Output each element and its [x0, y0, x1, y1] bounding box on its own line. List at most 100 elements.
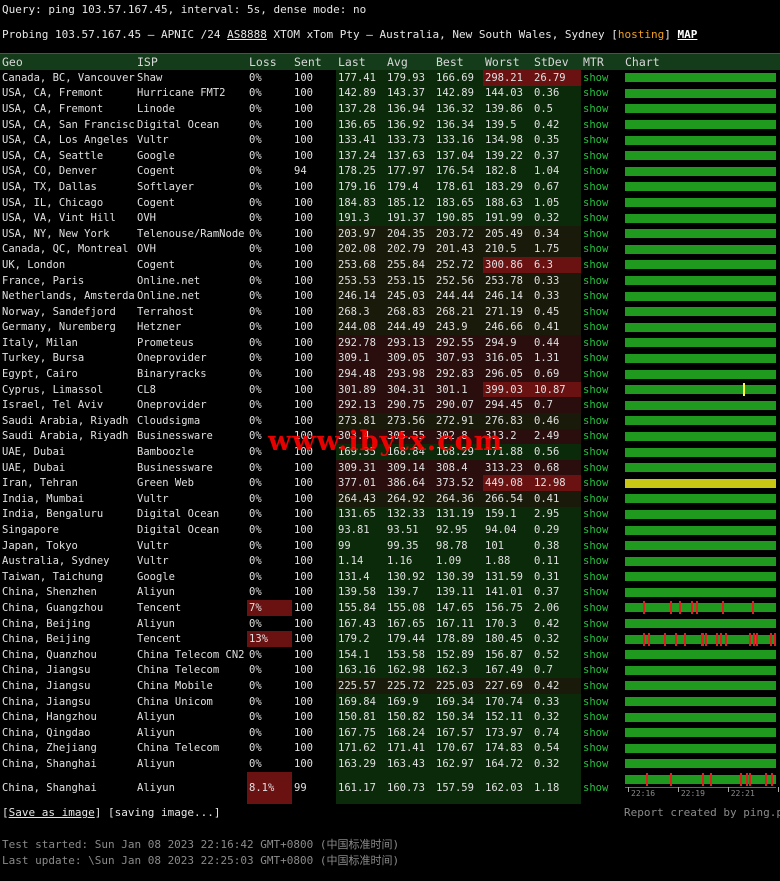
cell-avg: 171.41 — [385, 740, 434, 757]
cell-geo: France, Paris — [2, 274, 85, 287]
mtr-show-link[interactable]: show — [583, 461, 609, 474]
cell-worst: 156.75 — [483, 600, 532, 616]
mtr-show-link[interactable]: show — [583, 290, 609, 303]
table-row: China, Shanghai Aliyun 0% 100 163.29 163.43 16… — [0, 756, 780, 772]
mtr-show-link[interactable]: show — [583, 539, 609, 552]
map-link[interactable]: MAP — [677, 28, 698, 41]
loss-tick — [739, 772, 742, 786]
mtr-show-link[interactable]: show — [583, 118, 609, 131]
mtr-show-link[interactable]: show — [583, 664, 609, 677]
mtr-show-link[interactable]: show — [583, 134, 609, 147]
cell-worst: 227.69 — [483, 678, 532, 694]
mtr-show-link[interactable]: show — [583, 321, 609, 334]
cell-last: 99 — [336, 537, 385, 554]
mtr-show-link[interactable]: show — [583, 383, 609, 396]
cell-worst: 141.01 — [483, 584, 532, 601]
mtr-show-link[interactable]: show — [583, 71, 609, 84]
mtr-show-link[interactable]: show — [583, 679, 609, 692]
mtr-show-link[interactable]: show — [583, 446, 609, 459]
mtr-show-link[interactable]: show — [583, 336, 609, 349]
mtr-show-link[interactable]: show — [583, 524, 609, 537]
mtr-show-link[interactable]: show — [583, 149, 609, 162]
mtr-show-link[interactable]: show — [583, 196, 609, 209]
mtr-show-link[interactable]: show — [583, 165, 609, 178]
cell-worst: 101 — [483, 537, 532, 554]
mtr-show-link[interactable]: show — [583, 102, 609, 115]
latency-bar — [625, 632, 777, 646]
mtr-show-link[interactable]: show — [583, 617, 609, 630]
cell-last: 169.35 — [336, 444, 385, 460]
cell-loss: 0% — [249, 165, 262, 178]
mtr-show-link[interactable]: show — [583, 726, 609, 739]
axis-tick-label: 22:21 — [727, 786, 755, 798]
mtr-show-link[interactable]: show — [583, 586, 609, 599]
mtr-show-link[interactable]: show — [583, 742, 609, 755]
cell-last: 246.14 — [336, 288, 385, 304]
cell-geo: China, Shenzhen — [2, 586, 97, 599]
loss-tick — [700, 632, 703, 646]
cell-loss: 13% — [247, 631, 292, 647]
cell-isp: Vultr — [137, 492, 169, 505]
col-last: Last — [336, 53, 385, 70]
cell-stdev: 0.11 — [532, 553, 581, 569]
mtr-show-link[interactable]: show — [583, 633, 609, 646]
table-row: China, Shenzhen Aliyun 0% 100 139.58 139.7 139… — [0, 584, 780, 601]
loss-tick — [646, 772, 649, 786]
save-as-image-link[interactable]: Save as image — [8, 806, 95, 819]
mtr-show-link[interactable]: show — [583, 430, 609, 443]
cell-worst: 300.86 — [483, 257, 532, 273]
cell-sent: 100 — [294, 87, 313, 100]
latency-chart — [623, 335, 780, 351]
cell-last: 163.16 — [336, 662, 385, 679]
mtr-show-link[interactable]: show — [583, 305, 609, 318]
probe-close: ] — [664, 28, 678, 41]
mtr-show-link[interactable]: show — [583, 555, 609, 568]
cell-best: 136.34 — [434, 116, 483, 133]
cell-geo: Singapore — [2, 524, 59, 537]
mtr-show-link[interactable]: show — [583, 180, 609, 193]
mtr-show-link[interactable]: show — [583, 227, 609, 240]
mtr-show-link[interactable]: show — [583, 368, 609, 381]
mtr-show-link[interactable]: show — [583, 414, 609, 427]
latency-chart — [623, 553, 780, 569]
mtr-show-link[interactable]: show — [583, 648, 609, 661]
cell-avg: 132.33 — [385, 506, 434, 523]
cell-sent: 100 — [294, 555, 313, 568]
mtr-show-link[interactable]: show — [583, 399, 609, 412]
mtr-show-link[interactable]: show — [583, 243, 609, 256]
mtr-show-link[interactable]: show — [583, 212, 609, 225]
loss-tick — [769, 632, 772, 646]
cell-isp: Businessware — [137, 430, 213, 443]
mtr-show-link[interactable]: show — [583, 352, 609, 365]
latency-chart — [623, 460, 780, 476]
mtr-show-link[interactable]: show — [583, 477, 609, 490]
mtr-show-link[interactable]: show — [583, 508, 609, 521]
cell-stdev: 1.05 — [532, 194, 581, 211]
cell-last: 171.62 — [336, 740, 385, 757]
mtr-show-link[interactable]: show — [583, 570, 609, 583]
mtr-show-link[interactable]: show — [583, 711, 609, 724]
mtr-show-link[interactable]: show — [583, 781, 609, 794]
mtr-show-link[interactable]: show — [583, 274, 609, 287]
cell-last: 179.16 — [336, 179, 385, 195]
table-row: China, Jiangsu China Unicom 0% 100 169.84 169… — [0, 693, 780, 710]
latency-bar — [625, 198, 776, 208]
col-chart: Chart — [623, 53, 780, 70]
mtr-show-link[interactable]: show — [583, 492, 609, 505]
cell-geo: UAE, Dubai — [2, 461, 66, 474]
cell-worst: 156.87 — [483, 646, 532, 663]
mtr-show-link[interactable]: show — [583, 601, 609, 614]
asn-link[interactable]: AS8888 — [227, 28, 267, 41]
mtr-show-link[interactable]: show — [583, 757, 609, 770]
cell-avg: 245.03 — [385, 288, 434, 304]
mtr-show-link[interactable]: show — [583, 695, 609, 708]
cell-stdev: 0.54 — [532, 740, 581, 757]
table-row: China, Hangzhou Aliyun 0% 100 150.81 150.82 15… — [0, 709, 780, 725]
cell-last: 167.43 — [336, 615, 385, 632]
cell-isp: Tencent — [137, 601, 182, 614]
mtr-show-link[interactable]: show — [583, 258, 609, 271]
mtr-show-link[interactable]: show — [583, 87, 609, 100]
cell-worst: 313.2 — [483, 428, 532, 445]
cell-loss: 0% — [249, 196, 262, 209]
cell-geo: China, Hangzhou — [2, 711, 97, 724]
